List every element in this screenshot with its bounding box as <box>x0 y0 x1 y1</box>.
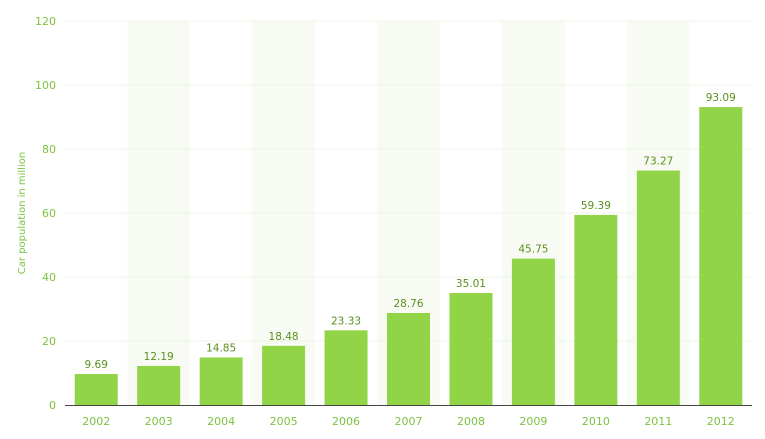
y-tick-label: 80 <box>42 143 56 156</box>
bar-2008[interactable] <box>449 292 493 405</box>
x-tick-label-2005: 2005 <box>270 415 298 428</box>
y-tick-label: 0 <box>49 399 56 412</box>
data-label-2012: 93.09 <box>706 92 736 104</box>
bar-2005[interactable] <box>262 345 306 405</box>
data-label-2011: 73.27 <box>643 156 673 168</box>
data-label-2004: 14.85 <box>206 342 236 354</box>
y-tick-label: 60 <box>42 207 56 220</box>
y-axis-ticks: 0 20 40 60 80 100 120 <box>35 15 56 412</box>
data-label-2009: 45.75 <box>518 244 548 256</box>
data-label-2003: 12.19 <box>144 351 174 363</box>
bar-2006[interactable] <box>324 330 368 405</box>
x-axis-ticks: 2002 2003 2004 2005 2006 2007 2008 2009 2010 2011… <box>82 415 735 428</box>
x-tick-label-2010: 2010 <box>582 415 610 428</box>
data-label-2002: 9.69 <box>85 359 108 371</box>
bar-2009[interactable] <box>511 258 555 405</box>
bar-2007[interactable] <box>387 312 430 405</box>
x-tick-label-2007: 2007 <box>395 415 423 428</box>
x-tick-label-2006: 2006 <box>332 415 360 428</box>
y-axis-title: Car population in million <box>17 152 28 274</box>
bar-2010[interactable] <box>574 214 618 405</box>
x-tick-label-2003: 2003 <box>145 415 173 428</box>
data-label-2005: 18.48 <box>269 331 299 343</box>
y-tick-label: 20 <box>42 335 56 348</box>
bar-2003[interactable] <box>137 365 181 405</box>
bar-2012[interactable] <box>699 107 743 405</box>
x-tick-label-2004: 2004 <box>207 415 235 428</box>
x-tick-label-2012: 2012 <box>707 415 735 428</box>
x-tick-label-2002: 2002 <box>82 415 110 428</box>
bars <box>74 107 743 405</box>
bar-2011[interactable] <box>636 170 680 405</box>
y-tick-label: 100 <box>35 79 56 92</box>
data-label-2007: 28.76 <box>393 298 423 310</box>
x-tick-label-2008: 2008 <box>457 415 485 428</box>
x-tick-label-2011: 2011 <box>644 415 672 428</box>
data-labels: 9.69 12.19 14.85 18.48 23.33 28.76 35.01 45.75 5… <box>85 92 736 371</box>
bar-2002[interactable] <box>74 373 118 405</box>
y-tick-label: 120 <box>35 15 56 28</box>
x-tick-label-2009: 2009 <box>519 415 547 428</box>
data-label-2008: 35.01 <box>456 278 486 290</box>
y-tick-label: 40 <box>42 271 56 284</box>
data-label-2010: 59.39 <box>581 200 611 212</box>
data-label-2006: 23.33 <box>331 315 361 327</box>
bar-2004[interactable] <box>199 357 243 405</box>
